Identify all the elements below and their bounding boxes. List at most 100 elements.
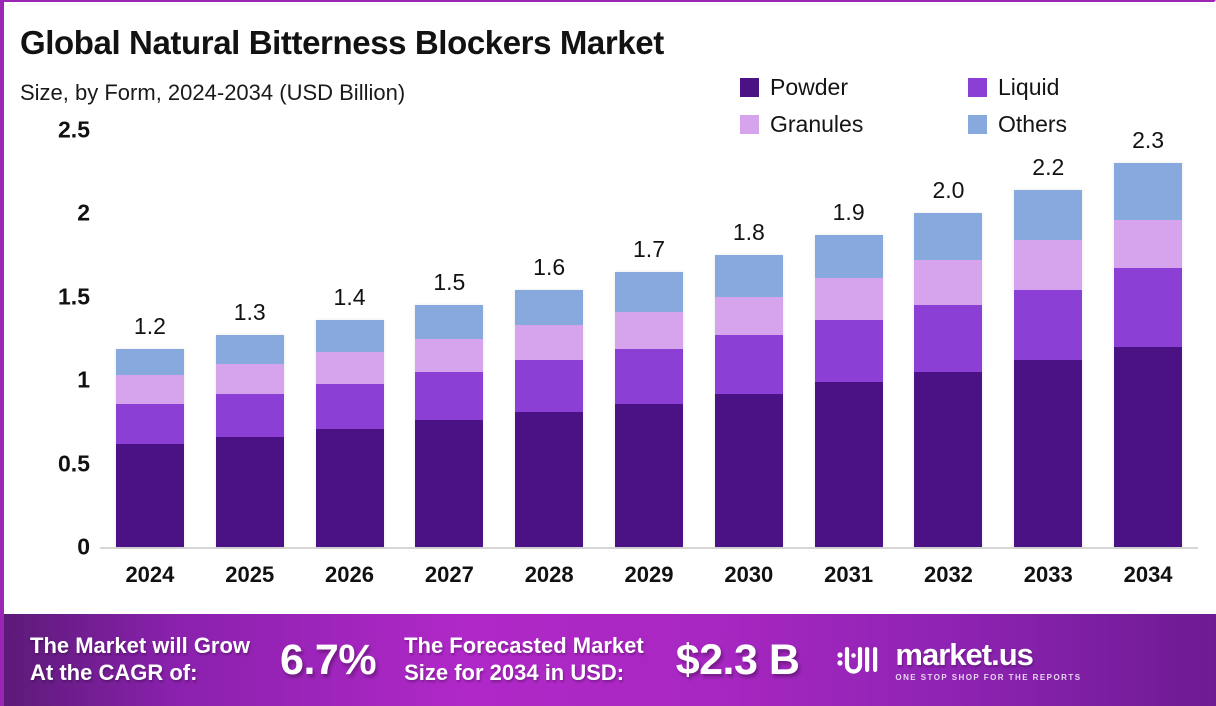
bar-segment-powder[interactable] [215,436,284,547]
bar-segment-liquid[interactable] [315,383,384,429]
bar-group[interactable]: 1.9 [814,199,883,547]
bar-group[interactable]: 2.2 [1014,154,1083,547]
legend-swatch-others [968,115,987,134]
x-axis-tick: 2032 [923,562,973,587]
stacked-bar[interactable]: 1.9 [814,199,883,547]
stacked-bar[interactable]: 1.5 [415,269,484,547]
x-axis-tick: 2028 [524,562,574,587]
legend-item-liquid[interactable]: Liquid [968,76,1090,99]
stacked-bar[interactable]: 1.7 [615,236,683,547]
bar-group[interactable]: 1.4 [315,284,384,547]
chart-plot-area: 0 0.5 1 1.5 2 2.5 1.2 2024 1.3 2025 1.4 2026 1.5 202… [4,2,1216,602]
stacked-bar[interactable]: 1.8 [714,219,783,547]
bar-group[interactable]: 1.3 [215,299,284,547]
bar-segment-liquid[interactable] [1014,290,1083,361]
bar-segment-powder[interactable] [615,403,683,547]
chart-subtitle: Size, by Form, 2024-2034 (USD Billion) [20,80,406,105]
x-axis-tick: 2027 [424,562,474,587]
x-axis-tick: 2024 [125,562,175,587]
bar-group[interactable]: 2.0 [914,177,983,547]
y-axis: 0 0.5 1 1.5 2 2.5 [16,2,90,602]
bar-segment-granules[interactable] [215,363,284,394]
bar-segment-granules[interactable] [814,278,883,321]
x-axis-tick: 2031 [824,562,874,587]
bar-group[interactable]: 1.8 [714,219,783,547]
bar-segment-powder[interactable] [914,371,983,547]
bar-value-label: 1.9 [832,199,865,226]
bar-value-label: 1.7 [633,235,665,262]
x-axis-tick: 2034 [1123,562,1173,587]
bar-segment-powder[interactable] [115,443,184,547]
y-axis-tick: 2.5 [58,116,90,143]
bar-segment-liquid[interactable] [115,403,184,444]
legend-item-granules[interactable]: Granules [740,113,968,136]
bar-segment-liquid[interactable] [814,320,883,382]
bar-group[interactable]: 1.6 [515,254,584,547]
y-axis-tick: 0 [77,533,90,560]
bar-segment-others[interactable] [415,305,484,339]
legend-swatch-powder [740,78,759,97]
bar-segment-granules[interactable] [914,260,983,306]
bar-segment-granules[interactable] [1014,240,1083,291]
stacked-bar[interactable]: 1.6 [515,254,584,547]
bar-segment-powder[interactable] [515,411,584,547]
bar-segment-liquid[interactable] [415,371,484,421]
bar-segment-granules[interactable] [115,375,184,404]
market-us-logo[interactable]: market.us ONE STOP SHOP FOR THE REPORTS [835,639,1081,682]
bar-segment-powder[interactable] [415,420,484,547]
legend-item-powder[interactable]: Powder [740,76,968,99]
bar-segment-liquid[interactable] [615,348,683,404]
bar-group[interactable]: 1.5 [415,269,484,547]
bar-segment-granules[interactable] [315,351,384,384]
bar-segment-granules[interactable] [615,311,683,349]
bar-segment-liquid[interactable] [215,393,284,437]
bar-segment-powder[interactable] [315,428,384,547]
y-axis-tick: 2 [77,199,90,226]
bar-group[interactable]: 2.3 [1114,127,1183,547]
bar-value-label: 1.8 [732,219,765,246]
y-axis-tick: 1.5 [58,283,90,310]
legend-item-others[interactable]: Others [968,113,1090,136]
bar-segment-liquid[interactable] [515,360,584,412]
bar-segment-granules[interactable] [515,325,584,361]
stacked-bar[interactable]: 2.2 [1014,154,1083,547]
stacked-bar[interactable]: 2.3 [1114,127,1183,547]
bar-group[interactable]: 1.2 [115,313,184,547]
market-us-logo-text: market.us ONE STOP SHOP FOR THE REPORTS [895,639,1081,682]
bar-group[interactable]: 1.7 [615,236,683,547]
bar-segment-others[interactable] [1014,190,1083,241]
bar-segment-granules[interactable] [1114,220,1183,269]
stacked-bar[interactable]: 1.4 [315,284,384,547]
bar-segment-others[interactable] [515,290,584,326]
bar-segment-powder[interactable] [1014,360,1083,547]
bar-segment-powder[interactable] [1114,346,1183,547]
x-axis-tick: 2033 [1023,562,1073,587]
forecast-label-line1: The Forecasted Market [404,633,644,659]
logo-tagline: ONE STOP SHOP FOR THE REPORTS [895,672,1082,682]
bar-segment-others[interactable] [1114,163,1183,221]
legend-swatch-granules [740,115,759,134]
bar-segment-others[interactable] [714,255,783,297]
bar-segment-others[interactable] [315,320,384,352]
bar-segment-others[interactable] [914,213,983,261]
stacked-bar[interactable]: 1.2 [115,313,184,547]
bar-value-label: 1.5 [433,269,466,296]
forecast-value: $2.3 B [675,635,800,684]
bar-segment-liquid[interactable] [714,335,783,394]
bar-segment-others[interactable] [615,271,683,312]
bar-segment-others[interactable] [814,235,883,279]
stacked-bar[interactable]: 2.0 [914,177,983,547]
bar-segment-powder[interactable] [814,381,883,547]
bar-segment-others[interactable] [115,348,184,376]
bar-segment-others[interactable] [215,335,284,364]
bar-segment-granules[interactable] [415,338,484,372]
legend-label: Liquid [998,74,1060,100]
market-us-logo-mark [837,646,878,674]
bar-segment-powder[interactable] [714,393,783,547]
bar-value-label: 1.6 [533,254,566,281]
stacked-bar[interactable]: 1.3 [215,299,284,547]
bar-segment-liquid[interactable] [1114,268,1183,347]
bar-segment-liquid[interactable] [914,305,983,372]
bar-segment-granules[interactable] [714,296,783,336]
